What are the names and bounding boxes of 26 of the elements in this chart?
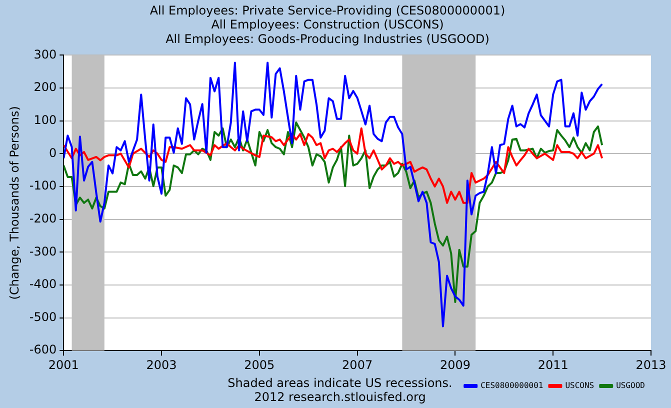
y-tick-label: -500 [29, 310, 57, 324]
x-tick-label: 2003 [146, 358, 177, 372]
legend-label: USCONS [565, 381, 594, 390]
y-tick-label: -600 [29, 342, 57, 357]
x-tick-label: 2001 [48, 358, 79, 372]
y-axis-title: (Change, Thousands of Persons) [7, 106, 22, 300]
y-tick-label: 100 [34, 112, 57, 127]
x-tick-label: 2009 [440, 358, 470, 372]
y-tick-label: -400 [29, 277, 57, 292]
y-tick-label: -300 [29, 244, 57, 258]
y-tick-label: 0 [48, 146, 57, 160]
legend-label: USGOOD [616, 381, 646, 390]
y-tick-label: 300 [34, 47, 57, 62]
x-tick-label: 2007 [342, 358, 373, 372]
y-tick-label: 200 [34, 80, 57, 94]
text: All Employees: Goods-Producing Industries (USGOOD) [166, 32, 490, 46]
text: All Employees: Construction (USCONS) [211, 18, 444, 32]
text: Shaded areas indicate US recessions. [228, 376, 452, 390]
legend-label: CES0800000001 [480, 381, 544, 390]
text: All Employees: Private Service-Providing (CES0800000001) [150, 3, 506, 18]
x-tick-label: 2005 [244, 358, 275, 372]
x-tick-label: 2011 [538, 358, 568, 372]
x-tick-label: 2013 [636, 358, 666, 372]
text: 2012 research.stlouisfed.org [254, 390, 426, 404]
y-tick-label: -200 [29, 211, 57, 226]
y-tick-label: -100 [29, 178, 57, 193]
